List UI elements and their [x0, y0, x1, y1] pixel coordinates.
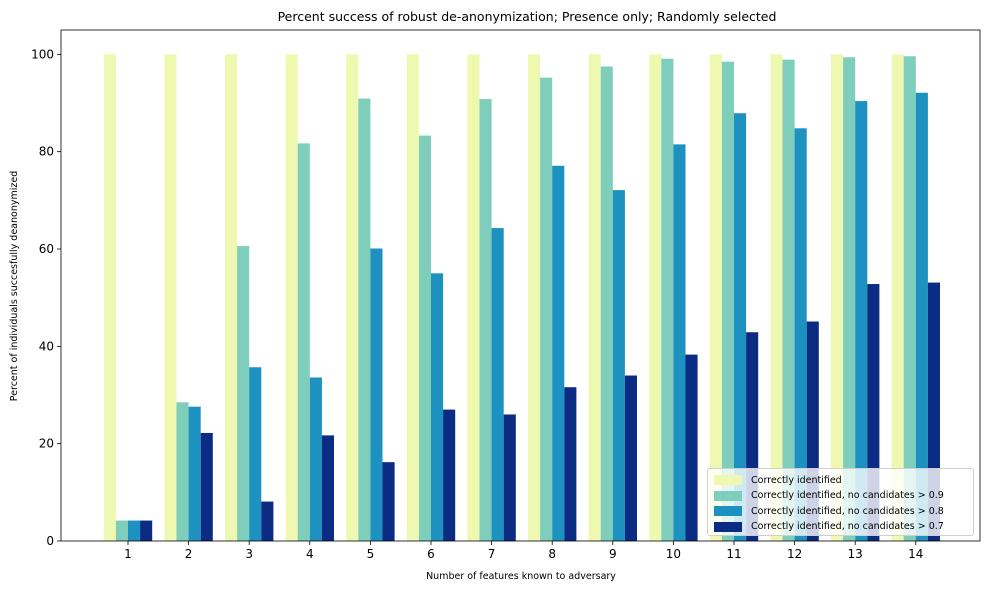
- bar-series-4-cat-10: [685, 354, 698, 541]
- bar-series-4-cat-3: [261, 501, 274, 541]
- y-tick-label: 100: [31, 47, 54, 61]
- bars-group: [103, 54, 940, 542]
- legend-item: Correctly identified, no candidates > 0.…: [714, 520, 944, 534]
- bar-series-3-cat-3: [249, 367, 262, 541]
- bar-series-3-cat-1: [128, 520, 141, 541]
- bar-series-4-cat-8: [564, 387, 577, 541]
- y-tick-label: 80: [39, 145, 54, 159]
- bar-series-1-cat-12: [770, 54, 783, 541]
- y-tick-label: 60: [39, 242, 54, 256]
- legend-label: Correctly identified, no candidates > 0.…: [751, 521, 944, 532]
- bar-series-1-cat-3: [225, 54, 238, 541]
- x-tick-label: 12: [787, 547, 802, 561]
- bar-series-1-cat-14: [891, 54, 904, 541]
- x-tick-label: 13: [848, 547, 863, 561]
- bar-series-4-cat-7: [503, 414, 516, 541]
- bar-series-4-cat-9: [624, 375, 637, 541]
- bar-series-3-cat-5: [370, 248, 383, 541]
- x-tick-label: 2: [185, 547, 193, 561]
- bar-series-4-cat-5: [382, 462, 395, 541]
- y-tick-label: 20: [39, 437, 54, 451]
- bar-series-1-cat-10: [649, 54, 662, 541]
- bar-series-2-cat-13: [843, 57, 856, 541]
- legend-label: Correctly identified, no candidates > 0.…: [751, 490, 944, 501]
- x-axis-label: Number of features known to adversary: [426, 571, 616, 582]
- bar-series-1-cat-9: [588, 54, 601, 541]
- legend-swatch: [714, 475, 742, 485]
- bar-series-2-cat-9: [600, 66, 613, 541]
- bar-series-3-cat-6: [431, 273, 444, 541]
- x-tick-label: 9: [609, 547, 617, 561]
- bar-series-4-cat-4: [321, 435, 334, 541]
- x-tick-label: 11: [726, 547, 741, 561]
- bar-series-1-cat-1: [103, 54, 116, 541]
- legend-swatch: [714, 521, 742, 532]
- bar-series-1-cat-13: [831, 54, 844, 541]
- plot-frame: [60, 29, 981, 542]
- bar-series-3-cat-10: [673, 144, 686, 541]
- bar-series-2-cat-3: [237, 246, 250, 541]
- bar-series-3-cat-2: [188, 406, 201, 541]
- bar-series-4-cat-2: [200, 432, 213, 541]
- chart-title: Percent success of robust de-anonymizati…: [278, 9, 777, 24]
- bar-series-1-cat-2: [164, 54, 177, 541]
- x-tick-label: 14: [908, 547, 923, 561]
- bar-series-3-cat-13: [855, 101, 868, 542]
- bar-series-2-cat-4: [297, 143, 310, 541]
- bar-series-2-cat-6: [418, 135, 431, 542]
- bar-series-4-cat-1: [140, 520, 153, 541]
- x-tick-label: 3: [245, 547, 253, 561]
- bar-series-2-cat-8: [540, 77, 553, 541]
- x-tick-label: 10: [666, 547, 681, 561]
- bar-series-1-cat-7: [467, 54, 480, 541]
- legend-swatch: [714, 490, 742, 501]
- bar-series-3-cat-12: [794, 128, 807, 541]
- x-tick-label: 8: [548, 547, 556, 561]
- y-tick-label: 40: [39, 339, 54, 353]
- bar-series-2-cat-1: [115, 520, 128, 541]
- x-tick-label: 4: [306, 547, 314, 561]
- x-tick-label: 6: [427, 547, 435, 561]
- legend-item: Correctly identified: [714, 473, 842, 487]
- legend-label: Correctly identified: [751, 474, 842, 486]
- bar-series-1-cat-8: [528, 54, 541, 541]
- bar-series-3-cat-11: [734, 113, 747, 541]
- bar-series-1-cat-5: [346, 54, 359, 541]
- x-tick-label: 7: [488, 547, 496, 561]
- bar-series-1-cat-6: [406, 54, 419, 541]
- bar-series-2-cat-5: [358, 98, 371, 542]
- bar-series-2-cat-14: [903, 56, 916, 541]
- legend-item: Correctly identified, no candidates > 0.…: [714, 489, 944, 503]
- y-axis-label: Percent of individuals succesfully deano…: [9, 171, 20, 401]
- legend-swatch: [714, 506, 742, 516]
- bar-series-1-cat-11: [709, 54, 722, 541]
- bar-series-3-cat-8: [552, 165, 565, 541]
- bar-series-3-cat-9: [612, 190, 625, 542]
- bar-series-3-cat-4: [309, 377, 322, 541]
- legend-item: Correctly identified, no candidates > 0.…: [714, 504, 944, 518]
- bar-series-3-cat-14: [915, 92, 928, 541]
- bar-series-1-cat-4: [285, 54, 298, 541]
- bar-series-2-cat-2: [176, 402, 189, 541]
- y-tick-label: 0: [46, 534, 54, 548]
- bar-series-3-cat-7: [491, 228, 504, 541]
- bar-series-2-cat-12: [782, 59, 795, 541]
- x-tick-label: 5: [367, 547, 375, 561]
- legend-label: Correctly identified, no candidates > 0.…: [751, 505, 944, 517]
- bar-series-2-cat-11: [721, 61, 734, 541]
- bar-series-2-cat-7: [479, 99, 492, 542]
- legend: Correctly identified Correctly identified…: [707, 468, 974, 536]
- bar-series-2-cat-10: [661, 58, 674, 542]
- bar-series-4-cat-6: [443, 409, 456, 541]
- x-tick-label: 1: [124, 547, 132, 561]
